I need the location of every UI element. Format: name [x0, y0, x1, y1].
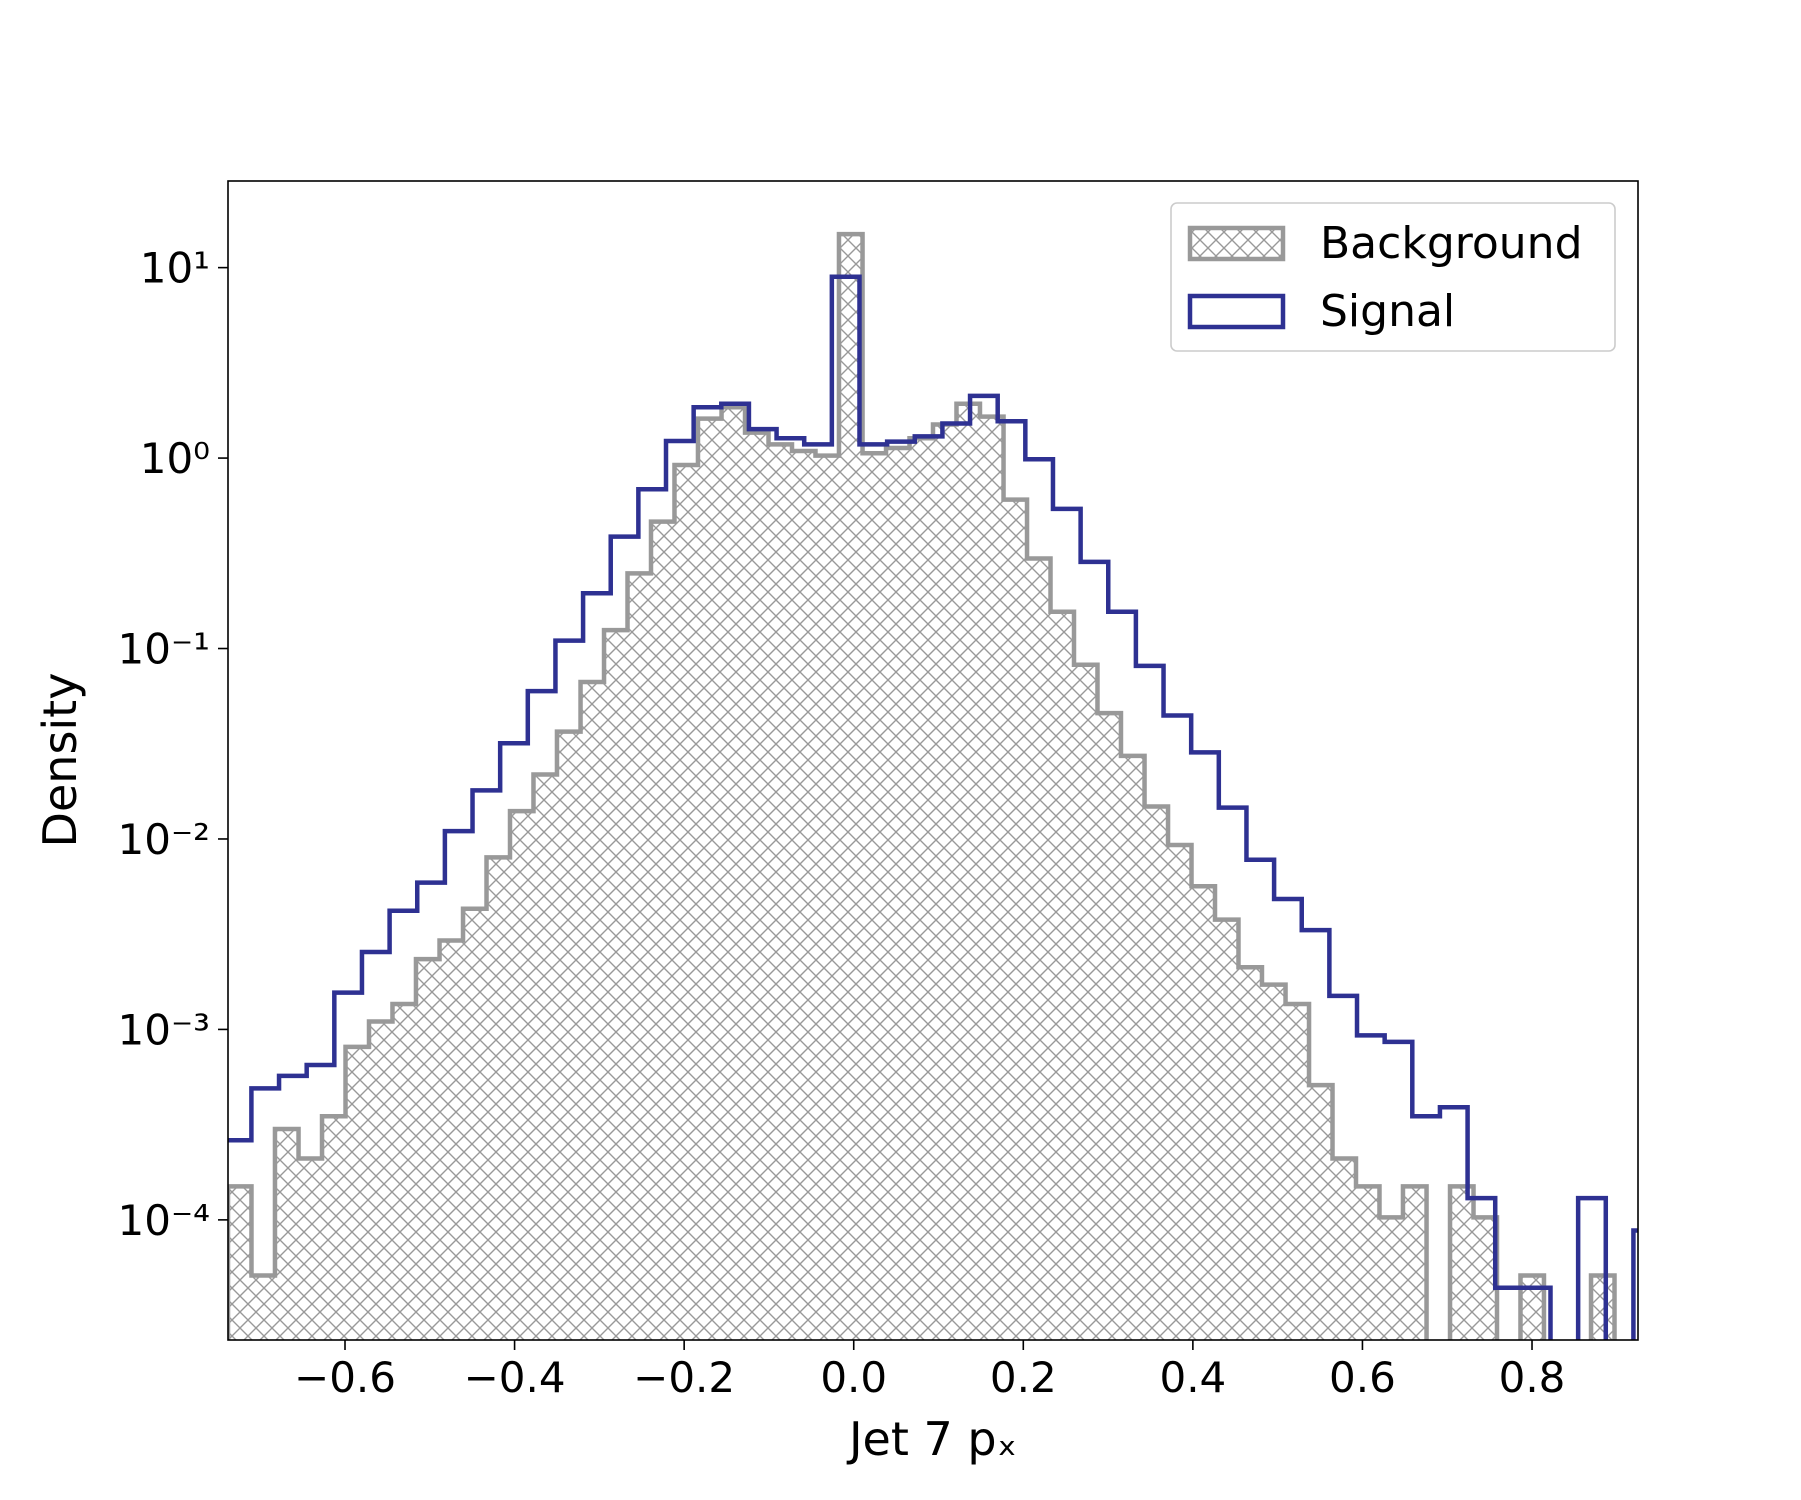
y-tick-label: 10⁰: [140, 434, 210, 483]
y-axis-label: Density: [33, 673, 87, 848]
y-tick-label: 10⁻⁴: [118, 1196, 210, 1245]
x-tick-label: 0.8: [1499, 1353, 1566, 1402]
y-tick-label: 10⁻¹: [118, 625, 210, 674]
histogram-bar: [322, 1116, 346, 1340]
x-tick-label: −0.2: [633, 1353, 735, 1402]
histogram-bar: [1050, 611, 1074, 1340]
histogram-bar: [886, 447, 910, 1340]
histogram-bar: [1379, 1217, 1403, 1340]
histogram-bar: [1168, 844, 1192, 1340]
legend-swatch: [1187, 293, 1286, 330]
histogram-bar: [1120, 755, 1145, 1340]
histogram-bar: [556, 731, 581, 1340]
plot-area: [228, 231, 1638, 1340]
x-tick-label: −0.4: [464, 1353, 566, 1402]
histogram-bar: [580, 682, 605, 1340]
histogram-bar: [274, 1129, 299, 1340]
histogram-bar: [415, 959, 440, 1340]
histogram-bar: [1309, 1085, 1333, 1340]
histogram-bar: [298, 1158, 323, 1340]
histogram-bar: [1285, 1003, 1310, 1340]
histogram-bar: [745, 432, 769, 1340]
histogram-bar: [345, 1046, 369, 1340]
x-tick-label: −0.6: [294, 1353, 396, 1402]
histogram-bar: [463, 908, 487, 1340]
legend-label: Signal: [1320, 286, 1455, 337]
histogram-bar: [768, 444, 792, 1340]
histogram-bar: [979, 416, 1004, 1340]
histogram-bar: [651, 521, 675, 1340]
histogram-bar: [1591, 1275, 1615, 1340]
histogram-bar: [1027, 558, 1051, 1340]
histogram-bar: [1450, 1186, 1474, 1340]
histogram-bar: [838, 234, 863, 1340]
y-tick-label: 10¹: [140, 244, 210, 293]
histogram-bar: [533, 774, 557, 1340]
histogram-bar: [909, 438, 933, 1340]
histogram-bar: [1097, 713, 1121, 1340]
histogram-bar: [1191, 886, 1215, 1340]
histogram-bar: [1074, 664, 1098, 1340]
y-tick-label: 10⁻²: [118, 815, 210, 864]
histogram-bar: [1402, 1186, 1427, 1340]
histogram-bar: [1215, 919, 1239, 1340]
x-axis-label: Jet 7 pₓ: [846, 1412, 1017, 1466]
histogram-bar: [956, 403, 980, 1340]
histogram-bar: [228, 1186, 252, 1340]
histogram-bar: [862, 453, 887, 1340]
histogram-bar: [627, 573, 651, 1340]
histogram-bar: [1520, 1275, 1544, 1340]
histogram-bar: [697, 418, 722, 1340]
histogram-bar: [486, 857, 510, 1340]
x-tick-label: 0.6: [1329, 1353, 1396, 1402]
histogram-bar: [674, 464, 698, 1340]
axes-frame: [227, 180, 1639, 1341]
histogram-bar: [1003, 499, 1028, 1340]
histogram-bar: [1261, 984, 1286, 1340]
histogram-bar: [815, 455, 839, 1340]
histogram-outline: [228, 274, 1638, 1340]
histogram-bar: [251, 1275, 275, 1340]
histogram-bar: [439, 940, 464, 1340]
histogram-bar: [1332, 1158, 1356, 1340]
histogram-bar: [1238, 967, 1262, 1340]
x-tick-label: 0.4: [1159, 1353, 1226, 1402]
x-tick-label: 0.0: [820, 1353, 887, 1402]
legend-swatch: [1187, 225, 1286, 262]
histogram-bar: [392, 1003, 416, 1340]
histogram-bar: [1356, 1186, 1380, 1340]
histogram-bar: [792, 450, 816, 1340]
legend-label: Background: [1320, 218, 1583, 269]
histogram-bar: [721, 407, 746, 1340]
legend: Background Signal: [1170, 202, 1616, 352]
histogram-bar: [1144, 806, 1169, 1340]
x-tick-label: 0.2: [990, 1353, 1057, 1402]
y-tick-label: 10⁻³: [118, 1005, 210, 1054]
histogram-bar: [604, 630, 628, 1340]
histogram-bar: [1473, 1217, 1497, 1340]
histogram-bar: [510, 811, 534, 1340]
histogram-bar: [369, 1021, 393, 1340]
histogram-bar: [933, 424, 957, 1340]
